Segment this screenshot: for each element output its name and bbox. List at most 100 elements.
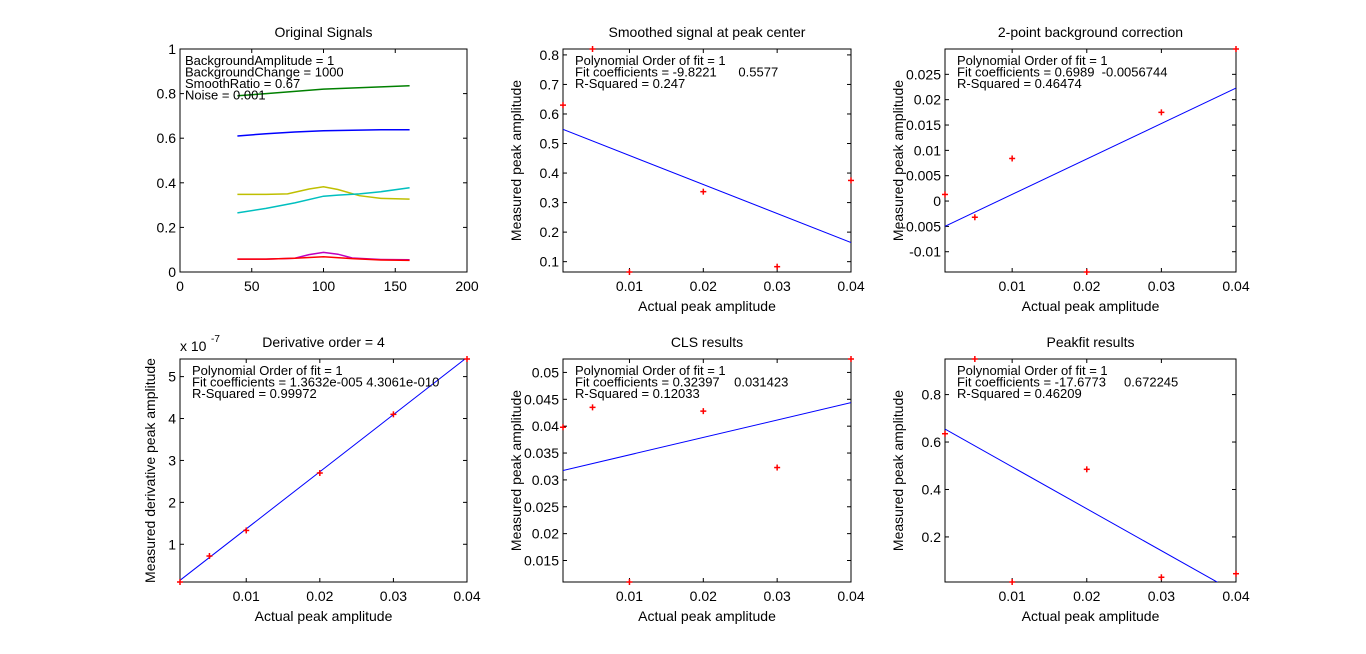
y-tick-label: 0.8	[922, 387, 942, 403]
y-tick-label: -0.005	[901, 218, 941, 234]
y-tick-label: 0.045	[524, 391, 559, 407]
y-axis-label: Measured peak amplitude	[890, 390, 906, 551]
plot-area	[563, 402, 851, 472]
fit-line	[563, 128, 851, 243]
y-tick-label: 0.015	[524, 553, 559, 569]
chart-title: 2-point background correction	[998, 24, 1183, 40]
subplot-2: Smoothed signal at peak center 0.01 0.02 0.…	[508, 24, 865, 314]
plot-area	[180, 359, 466, 581]
data-point	[971, 356, 978, 362]
y-tick-label: 0	[168, 264, 176, 280]
y-tick-label: 0.2	[157, 219, 177, 235]
annotation-text: R-Squared = 0.99972	[192, 386, 317, 401]
annotation-text: Fit coefficients = 1.3632e-005 4.3061e-0…	[192, 375, 439, 390]
y-tick-label: 0.8	[157, 86, 177, 102]
fit-line	[945, 87, 1236, 227]
data-point	[942, 430, 948, 437]
chart-title: Original Signals	[274, 24, 372, 40]
data-point	[390, 411, 397, 418]
exponent-power: -7	[211, 334, 220, 345]
x-tick-label: 100	[312, 278, 336, 294]
data-point	[1158, 574, 1165, 581]
y-axis-label: Measured peak amplitude	[508, 80, 524, 241]
series-line-signal-blue	[237, 128, 410, 137]
x-tick-label: 0.01	[616, 278, 643, 294]
plot-area	[563, 128, 851, 243]
y-tick-label: 0.02	[914, 92, 941, 108]
y-tick-label: 0.4	[922, 481, 942, 497]
data-point	[1009, 155, 1016, 162]
data-point	[316, 470, 323, 477]
y-axis-label: Measured peak amplitude	[508, 390, 524, 551]
x-tick-label: 0.01	[999, 588, 1026, 604]
data-point	[560, 424, 566, 431]
x-tick-label: 0.01	[999, 278, 1026, 294]
x-tick-label: 200	[455, 278, 479, 294]
axes-frame	[944, 48, 1237, 273]
annotation-text: Polynomial Order of fit = 1	[957, 363, 1108, 378]
data-point	[942, 191, 948, 198]
y-tick-label: 0.03	[532, 472, 559, 488]
data-point	[774, 464, 781, 471]
annotation-text: R-Squared = 0.46209	[957, 386, 1082, 401]
plot-area	[945, 428, 1219, 582]
annotation-text: Fit coefficients = -17.6773 0.672245	[957, 375, 1178, 390]
data-point	[177, 579, 183, 585]
y-tick-label: 0.04	[532, 418, 559, 434]
x-tick-label: 0.01	[616, 588, 643, 604]
y-tick-label: 4	[168, 411, 176, 427]
y-tick-label: 0.02	[532, 526, 559, 542]
data-point	[1009, 579, 1016, 585]
data-point	[1083, 269, 1090, 275]
y-tick-label: 0.1	[540, 254, 560, 270]
fit-line	[945, 428, 1219, 582]
axes-frame	[562, 48, 852, 273]
y-tick-label: 0.005	[906, 168, 941, 184]
x-tick-label: 0.03	[1148, 588, 1175, 604]
annotation-text: R-Squared = 0.247	[575, 76, 685, 91]
data-point	[1158, 109, 1165, 116]
y-tick-label: 0.6	[157, 130, 177, 146]
chart-title: Smoothed signal at peak center	[609, 24, 806, 40]
y-tick-label: 0.2	[922, 529, 942, 545]
x-tick-label: 0	[176, 278, 184, 294]
series-line-signal-red	[237, 256, 410, 262]
data-point	[626, 579, 633, 585]
data-point	[848, 356, 854, 362]
data-point	[1083, 466, 1090, 473]
plot-area	[945, 87, 1236, 227]
annotation-text: R-Squared = 0.46474	[957, 76, 1082, 91]
annotation-text: Fit coefficients = -9.8221 0.5577	[575, 65, 778, 80]
y-tick-label: 0.6	[922, 434, 942, 450]
x-axis-label: Actual peak amplitude	[638, 298, 776, 314]
annotation-text: R-Squared = 0.12033	[575, 386, 700, 401]
y-tick-label: 0.035	[524, 445, 559, 461]
annotation-text: Polynomial Order of fit = 1	[575, 363, 726, 378]
x-tick-label: 0.04	[1222, 278, 1249, 294]
x-tick-label: 0.03	[764, 588, 791, 604]
y-tick-label: 1	[168, 536, 176, 552]
y-tick-label: 1	[168, 41, 176, 57]
x-tick-label: 150	[384, 278, 408, 294]
x-tick-label: 0.02	[1073, 588, 1100, 604]
y-tick-label: 0.4	[540, 165, 560, 181]
y-tick-label: 0.015	[906, 117, 941, 133]
fit-line	[563, 402, 851, 472]
y-tick-label: 5	[168, 369, 176, 385]
plot-area	[237, 85, 410, 262]
y-axis-label: Measured derivative peak amplitude	[142, 358, 158, 583]
fit-line	[180, 359, 466, 581]
annotation-text: Polynomial Order of fit = 1	[192, 363, 343, 378]
axes-frame	[944, 358, 1237, 583]
x-axis-label: Actual peak amplitude	[1022, 298, 1160, 314]
x-tick-label: 0.01	[233, 588, 260, 604]
series-line-signal-cyan	[237, 186, 410, 214]
data-point	[464, 356, 470, 362]
annotation-text: Noise = 0.001	[185, 88, 266, 103]
chart-title: CLS results	[671, 334, 743, 350]
x-tick-label: 0.04	[837, 278, 864, 294]
y-tick-label: 3	[168, 452, 176, 468]
x-tick-label: 0.03	[1148, 278, 1175, 294]
exponent-label: x 10	[180, 338, 207, 354]
